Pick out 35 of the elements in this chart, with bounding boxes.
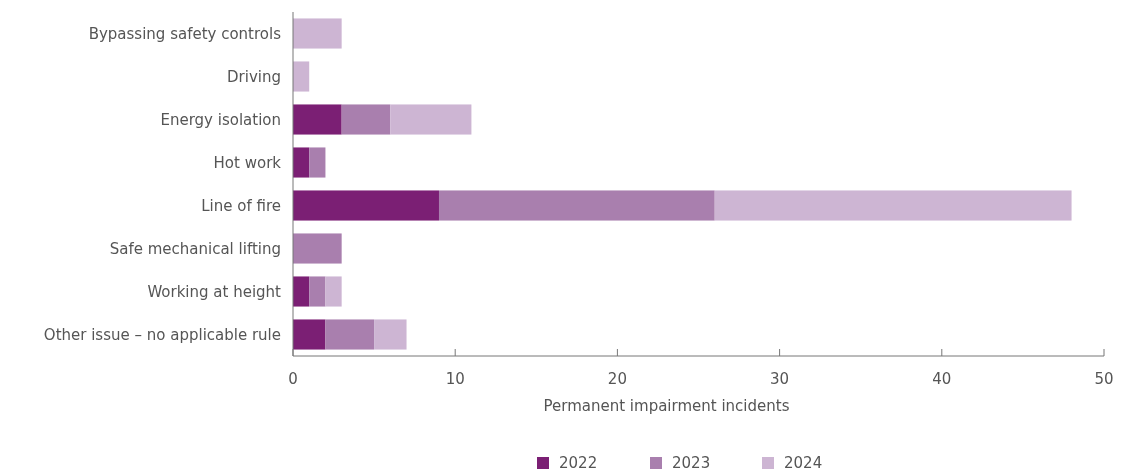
y-tick-label: Bypassing safety controls xyxy=(88,24,282,43)
legend-label: 2023 xyxy=(672,454,711,472)
bar xyxy=(309,147,326,178)
bar xyxy=(293,18,342,49)
y-tick-label: Driving xyxy=(227,67,281,86)
y-tick-label: Hot work xyxy=(213,153,282,172)
bar xyxy=(293,61,310,92)
bar xyxy=(293,147,310,178)
x-tick-label: 40 xyxy=(932,370,952,388)
bar xyxy=(390,104,472,135)
bar xyxy=(374,319,407,350)
bar xyxy=(341,104,391,135)
bar xyxy=(325,276,342,307)
x-tick-label: 20 xyxy=(607,370,627,388)
y-tick-label: Safe mechanical lifting xyxy=(109,239,281,258)
bar xyxy=(293,190,439,221)
x-tick-label: 50 xyxy=(1094,370,1114,388)
x-tick-label: 30 xyxy=(770,370,790,388)
bar xyxy=(309,276,326,307)
x-tick-label: 10 xyxy=(445,370,465,388)
bar xyxy=(325,319,375,350)
bar xyxy=(293,276,310,307)
x-axis-title: Permanent impairment incidents xyxy=(543,397,790,415)
legend-label: 2022 xyxy=(559,454,598,472)
bar xyxy=(438,190,715,221)
y-tick-label: Working at height xyxy=(147,282,282,301)
bar xyxy=(293,319,326,350)
bar xyxy=(293,104,342,135)
x-tick-label: 0 xyxy=(288,370,298,388)
bar xyxy=(714,190,1072,221)
bar xyxy=(293,233,342,264)
y-tick-label: Line of fire xyxy=(201,196,281,215)
legend-label: 2024 xyxy=(784,454,823,472)
y-tick-label: Other issue – no applicable rule xyxy=(43,325,281,344)
y-tick-label: Energy isolation xyxy=(160,110,281,129)
